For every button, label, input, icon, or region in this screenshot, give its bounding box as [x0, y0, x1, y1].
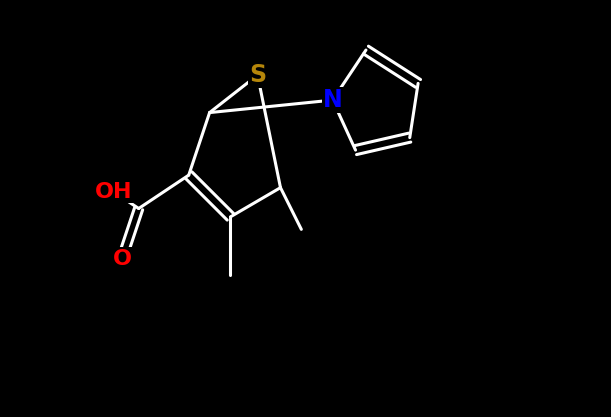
Text: OH: OH	[95, 182, 133, 202]
Text: O: O	[112, 249, 131, 269]
Text: S: S	[249, 63, 266, 87]
Text: N: N	[323, 88, 343, 112]
